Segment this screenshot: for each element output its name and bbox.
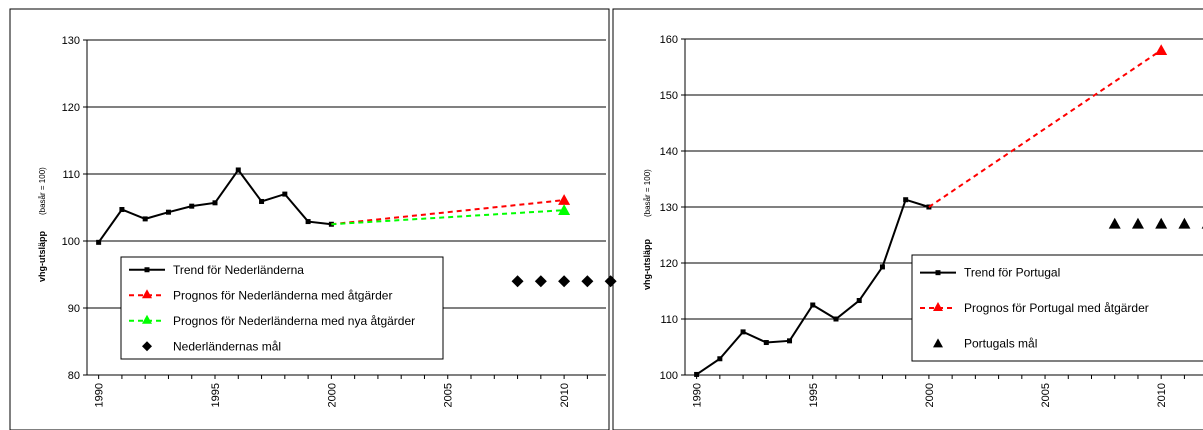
y-axis-label: vhg-utsläpp — [37, 230, 47, 282]
data-point — [604, 275, 617, 288]
y-tick-label: 90 — [68, 303, 80, 315]
data-point — [879, 264, 885, 270]
y-tick-label: 150 — [660, 90, 678, 102]
data-point — [212, 200, 218, 206]
data-point — [189, 203, 195, 209]
data-point — [787, 338, 793, 344]
legend-label: Prognos för Nederländerna med åtgärder — [173, 288, 392, 302]
x-tick-label: 1995 — [210, 383, 222, 407]
data-point — [282, 191, 288, 197]
x-tick-label: 2000 — [326, 383, 338, 407]
y-tick-label: 130 — [62, 35, 80, 47]
legend-swatch-marker — [144, 267, 150, 273]
x-tick-label: 2000 — [924, 383, 936, 407]
y-axis-sublabel: (basår = 100) — [643, 169, 652, 217]
data-point — [1178, 217, 1191, 229]
legend-label: Nederländernas mål — [173, 339, 281, 353]
legend-swatch-marker — [142, 289, 152, 299]
data-point — [810, 302, 816, 308]
legend-swatch-marker — [933, 338, 943, 348]
legend-box — [120, 256, 444, 360]
y-tick-label: 100 — [660, 370, 678, 382]
data-point — [558, 275, 571, 288]
y-tick-label: 140 — [660, 146, 678, 158]
legend-label: Prognos för Portugal med åtgärder — [964, 301, 1149, 315]
data-point — [235, 167, 241, 173]
y-axis-sublabel: (basår = 100) — [38, 167, 47, 215]
data-point — [1155, 217, 1168, 229]
data-point — [1108, 217, 1121, 229]
data-point — [717, 356, 723, 362]
data-point — [119, 207, 125, 213]
y-tick-label: 120 — [660, 258, 678, 270]
legend-label: Prognos för Nederländerna med nya åtgärd… — [173, 314, 415, 328]
y-tick-label: 160 — [660, 34, 678, 46]
y-tick-label: 80 — [68, 370, 80, 382]
x-tick-label: 1995 — [808, 383, 820, 407]
x-tick-label: 1990 — [692, 383, 704, 407]
data-point — [856, 298, 862, 304]
y-tick-label: 110 — [62, 169, 80, 181]
legend-swatch-marker — [142, 341, 152, 352]
y-tick-label: 110 — [660, 314, 678, 326]
series-line — [928, 49, 1162, 208]
data-point — [305, 219, 311, 225]
legend-label: Portugals mål — [964, 336, 1037, 350]
chart-netherlands: 80 90 100 110 120 130 1990 1995 2000 2005 2010 vhg-… — [37, 35, 617, 407]
data-point — [903, 197, 909, 203]
data-point — [142, 216, 148, 222]
legend-label: Trend för Portugal — [964, 266, 1060, 280]
data-point — [259, 198, 265, 204]
y-tick-label: 120 — [62, 102, 80, 114]
x-tick-label: 1990 — [94, 383, 106, 407]
x-tick-label: 2010 — [559, 383, 571, 407]
x-tick-label: 2010 — [1156, 383, 1168, 407]
data-point — [763, 340, 769, 346]
y-tick-label: 100 — [62, 236, 80, 248]
data-point — [96, 239, 102, 245]
legend-label: Trend för Nederländerna — [173, 263, 304, 277]
y-tick-label: 130 — [660, 202, 678, 214]
chart-portugal: 100 110 120 130 140 150 160 1990 1995 2000 2005 201… — [642, 34, 1203, 407]
x-tick-label: 2005 — [1040, 383, 1052, 407]
data-point — [534, 275, 547, 288]
legend-swatch-marker — [933, 302, 943, 311]
data-point — [511, 275, 524, 288]
data-point — [694, 371, 700, 377]
y-axis-label: vhg-utsläpp — [642, 238, 652, 290]
legend-swatch-marker — [142, 314, 152, 324]
series-line — [331, 209, 565, 226]
data-point — [558, 194, 571, 205]
x-tick-label: 2005 — [443, 383, 455, 407]
data-point — [165, 209, 171, 215]
legend-swatch-marker — [935, 270, 941, 276]
data-point — [833, 316, 839, 322]
series-line — [331, 199, 565, 226]
data-point — [1131, 217, 1144, 229]
legend-box — [911, 254, 1203, 362]
data-point — [740, 329, 746, 335]
data-point — [1155, 44, 1168, 55]
data-point — [558, 204, 571, 215]
data-point — [581, 275, 594, 288]
